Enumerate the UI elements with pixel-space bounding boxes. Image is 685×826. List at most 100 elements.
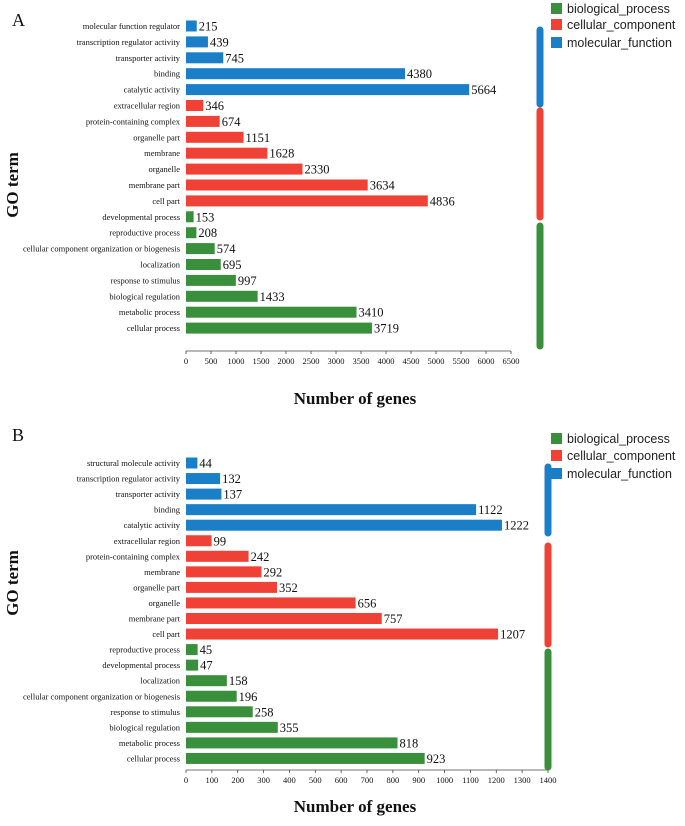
chart2-x-tick-label-2: 100 xyxy=(205,775,218,785)
chart1-x-tick-label-14: 6500 xyxy=(503,356,520,366)
chart1-value-label-16: 695 xyxy=(223,258,242,272)
chart2-x-tick-label-13: 1200 xyxy=(488,775,505,785)
chart1-bar-13 xyxy=(186,211,194,223)
chart2-value-label-11: 757 xyxy=(384,612,403,626)
chart2-bar-18 xyxy=(186,721,278,733)
chart2-category-label-14: developmental process xyxy=(102,660,180,670)
chart1-category-label-10: organelle xyxy=(149,164,181,174)
chart1-legend-swatch-molecular_function xyxy=(551,37,562,48)
chart2-value-label-10: 656 xyxy=(358,596,377,610)
chart2-y-axis-title: GO term xyxy=(3,550,22,616)
chart1-bar-6 xyxy=(186,100,204,111)
chart2-bar-19 xyxy=(186,737,398,749)
chart2-bar-5 xyxy=(186,519,502,531)
chart1-value-label-11: 3634 xyxy=(370,179,396,193)
chart1-panel-label: A xyxy=(12,10,25,30)
chart1-legend-label-cellular_component: cellular_component xyxy=(567,18,676,32)
chart1-value-label-13: 153 xyxy=(196,210,215,224)
chart2-x-tick-label-10: 900 xyxy=(412,775,425,785)
chart1-value-label-17: 997 xyxy=(238,274,257,288)
chart1-value-label-14: 208 xyxy=(198,226,217,240)
chart1-bar-2 xyxy=(186,36,208,48)
chart2-value-label-12: 1207 xyxy=(500,628,525,642)
chart2-category-label-13: reproductive process xyxy=(109,645,180,655)
chart1-category-label-11: membrane part xyxy=(129,180,181,190)
chart2-x-axis-title: Number of genes xyxy=(294,797,417,816)
chart2-value-label-7: 242 xyxy=(251,550,270,564)
chart1-x-tick-label-1: 0 xyxy=(184,356,188,366)
chart1-value-label-4: 4380 xyxy=(407,67,432,81)
chart2-value-label-9: 352 xyxy=(279,581,298,595)
chart1-category-label-9: membrane xyxy=(144,148,180,158)
chart2-category-label-7: protein-containing complex xyxy=(86,551,181,561)
chart1-category-label-13: developmental process xyxy=(102,212,180,222)
chart1-x-tick-label-3: 1000 xyxy=(228,356,245,366)
chart2-value-label-18: 355 xyxy=(280,721,299,735)
chart2-x-tick-label-3: 200 xyxy=(231,775,244,785)
chart2-bar-12 xyxy=(186,628,499,640)
chart2-legend-swatch-biological_process xyxy=(551,433,562,444)
chart2-bar-15 xyxy=(186,675,227,687)
chart1-category-label-7: protein-containing complex xyxy=(86,116,181,126)
chart1-x-tick-label-4: 1500 xyxy=(253,356,270,366)
chart2-bar-1 xyxy=(186,457,198,469)
chart1-bar-9 xyxy=(186,147,268,159)
chart1-category-label-1: molecular function regulator xyxy=(83,21,180,31)
chart2-bar-8 xyxy=(186,566,262,578)
chart2-value-label-3: 137 xyxy=(223,488,242,502)
chart1-bar-16 xyxy=(186,259,221,270)
chart2-bar-20 xyxy=(186,752,425,764)
chart1-value-label-5: 5664 xyxy=(471,83,497,97)
chart1-x-tick-label-13: 6000 xyxy=(478,356,495,366)
chart2-value-label-14: 47 xyxy=(200,659,213,673)
chart1-value-label-3: 745 xyxy=(225,51,244,65)
chart1-bar-15 xyxy=(186,243,215,255)
chart2-x-tick-label-1: 0 xyxy=(184,775,188,785)
chart1-value-label-7: 674 xyxy=(222,115,242,129)
chart1-category-label-19: metabolic process xyxy=(119,307,180,317)
chart2-value-label-15: 158 xyxy=(229,674,248,688)
chart2-legend-label-molecular_function: molecular_function xyxy=(567,467,672,481)
chart2-category-label-20: cellular process xyxy=(127,753,180,763)
chart2-bar-2 xyxy=(186,473,221,485)
chart2-value-label-16: 196 xyxy=(239,690,258,704)
chart1-bar-19 xyxy=(186,306,357,318)
chart1-x-tick-label-5: 2000 xyxy=(278,356,295,366)
chart1-bar-3 xyxy=(186,52,224,64)
chart2-category-label-9: organelle part xyxy=(133,582,180,592)
chart2-x-tick-label-6: 500 xyxy=(309,775,322,785)
chart1-bar-7 xyxy=(186,115,220,127)
chart1-value-label-12: 4836 xyxy=(430,194,455,208)
chart2-value-label-13: 45 xyxy=(200,643,213,657)
chart1-bar-1 xyxy=(186,20,197,32)
chart1-value-label-10: 2330 xyxy=(305,163,330,177)
chart1-x-tick-label-2: 500 xyxy=(205,356,218,366)
chart2-legend-swatch-cellular_component xyxy=(551,450,562,461)
chart1-legend-swatch-cellular_component xyxy=(551,19,562,30)
chart1-category-label-14: reproductive process xyxy=(109,228,180,238)
chart2-category-label-10: organelle xyxy=(149,598,181,608)
chart2-category-label-15: localization xyxy=(140,676,180,686)
chart2-bar-11 xyxy=(186,613,382,624)
chart2-legend-label-biological_process: biological_process xyxy=(567,432,670,446)
chart1-x-tick-label-9: 4000 xyxy=(378,356,395,366)
chart1-category-label-3: transporter activity xyxy=(116,53,181,63)
chart2-x-tick-label-8: 700 xyxy=(361,775,374,785)
chart2-bar-17 xyxy=(186,706,253,718)
chart1-legend-label-biological_process: biological_process xyxy=(567,2,670,16)
chart1-category-label-16: localization xyxy=(140,260,180,270)
chart2-value-label-5: 1222 xyxy=(504,519,529,533)
chart1-bar-18 xyxy=(186,290,258,302)
chart1-x-tick-label-6: 2500 xyxy=(303,356,320,366)
chart2-category-label-4: binding xyxy=(154,505,181,515)
chart1-category-label-2: transcription regulator activity xyxy=(77,37,181,47)
chart1-category-label-17: response to stimulus xyxy=(111,275,180,285)
chart2-panel-label: B xyxy=(12,425,24,445)
chart2-legend-label-cellular_component: cellular_component xyxy=(567,449,676,463)
chart1-value-label-15: 574 xyxy=(217,242,237,256)
chart2-bar-7 xyxy=(186,550,249,562)
chart2-x-tick-label-14: 1300 xyxy=(514,775,531,785)
chart1-bar-12 xyxy=(186,195,428,207)
chart1-category-label-15: cellular component organization or bioge… xyxy=(23,244,180,254)
chart1-category-label-6: extracellular region xyxy=(114,101,181,111)
